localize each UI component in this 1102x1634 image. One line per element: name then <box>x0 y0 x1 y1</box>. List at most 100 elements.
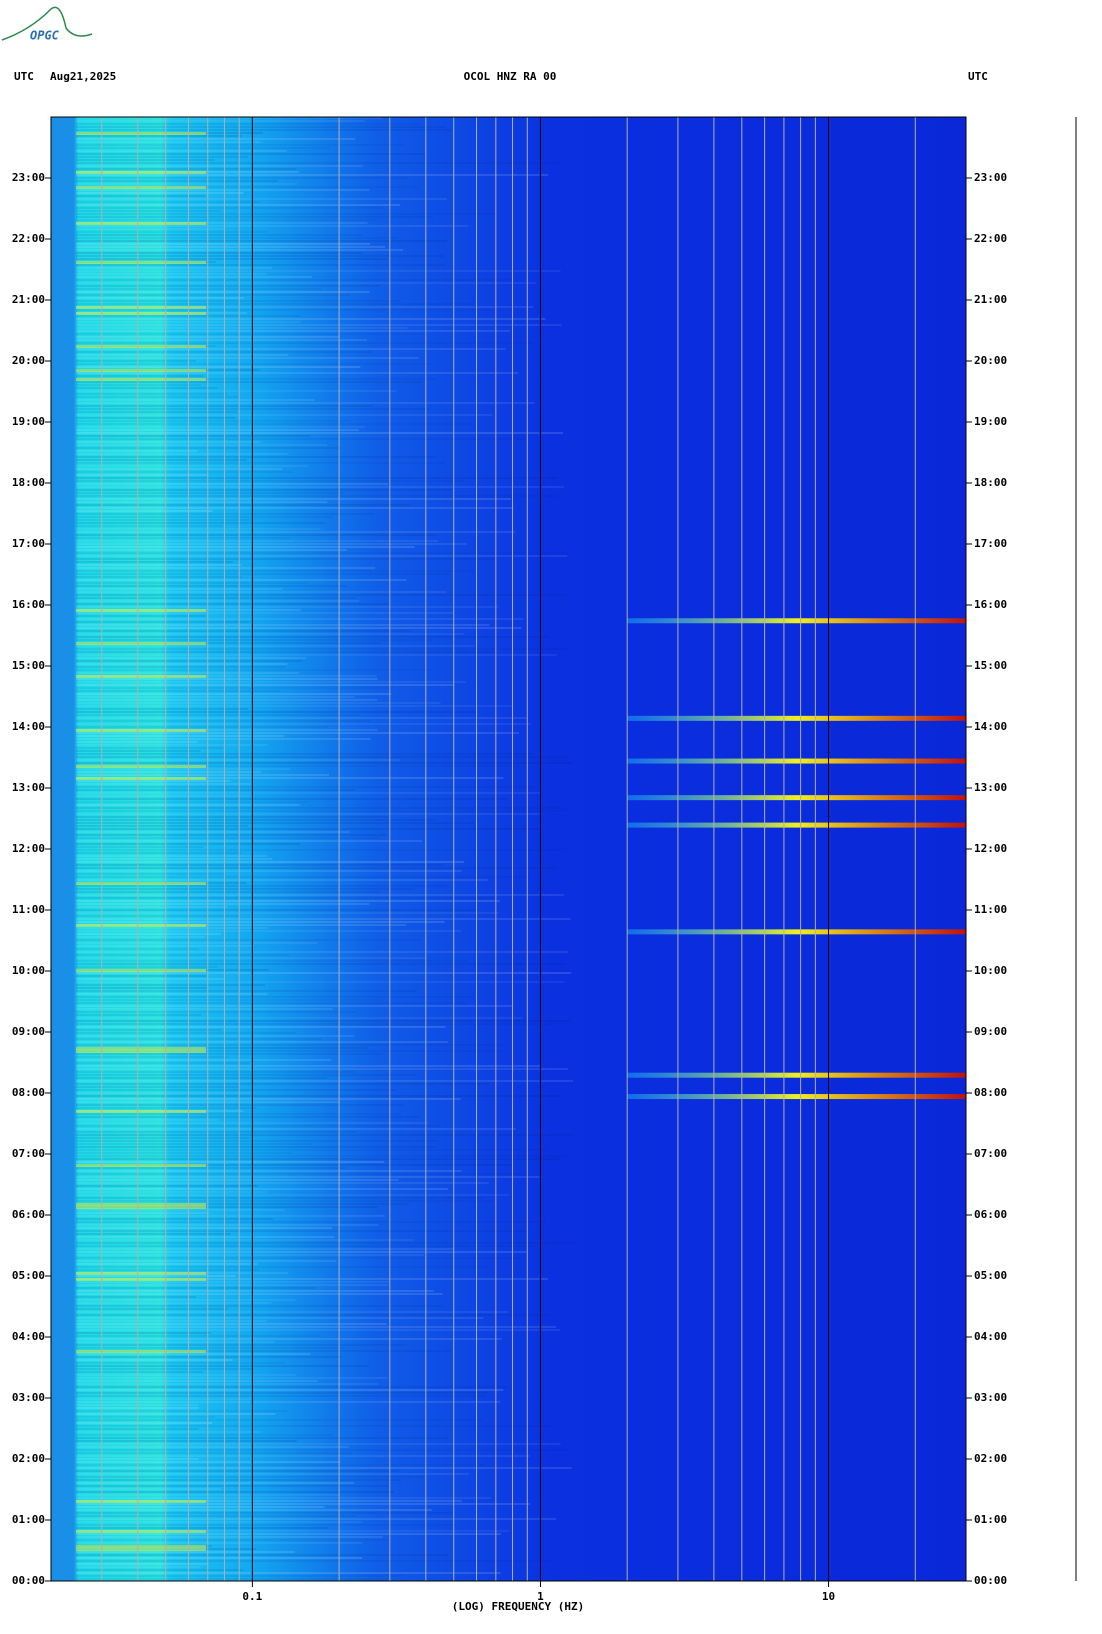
texture-streak <box>76 1269 260 1271</box>
texture-streak <box>76 360 197 362</box>
texture-streak <box>76 393 228 395</box>
texture-streak <box>76 384 202 386</box>
texture-streak <box>76 324 562 326</box>
texture-streak <box>76 471 293 473</box>
texture-streak <box>76 999 382 1001</box>
texture-streak <box>76 1065 541 1067</box>
texture-streak <box>76 717 528 719</box>
texture-streak <box>76 330 510 332</box>
texture-streak <box>76 1116 419 1118</box>
texture-streak <box>76 1467 572 1469</box>
texture-streak <box>76 1290 434 1292</box>
texture-streak <box>76 186 206 189</box>
texture-streak <box>76 153 426 155</box>
texture-streak <box>76 1164 512 1166</box>
texture-streak <box>76 1410 288 1412</box>
texture-streak <box>76 1365 369 1367</box>
texture-streak <box>76 1053 383 1055</box>
texture-streak <box>76 1356 343 1358</box>
texture-streak <box>76 306 206 309</box>
y-tick-label-right: 06:00 <box>974 1208 1007 1221</box>
texture-streak <box>76 741 198 743</box>
texture-streak <box>76 654 558 656</box>
texture-streak <box>76 165 363 167</box>
texture-streak <box>76 1170 462 1172</box>
texture-streak <box>76 156 248 158</box>
texture-streak <box>76 402 535 404</box>
y-tick-label-right: 13:00 <box>974 781 1007 794</box>
texture-streak <box>76 549 347 551</box>
texture-streak <box>76 1344 407 1346</box>
texture-streak <box>76 1083 490 1085</box>
texture-streak <box>76 900 500 902</box>
texture-streak <box>76 1185 258 1187</box>
texture-streak <box>76 1152 293 1154</box>
texture-streak <box>76 831 350 833</box>
texture-streak <box>76 966 218 968</box>
texture-streak <box>76 987 208 989</box>
y-tick-label-right: 17:00 <box>974 537 1007 550</box>
texture-streak <box>76 306 534 308</box>
texture-streak <box>76 762 573 764</box>
texture-streak <box>76 921 445 923</box>
y-tick-label: 00:00 <box>12 1574 45 1587</box>
texture-streak <box>76 1434 333 1436</box>
event-band <box>627 1072 966 1078</box>
texture-streak <box>76 1404 198 1406</box>
texture-streak <box>76 1068 569 1070</box>
texture-streak <box>76 1191 266 1193</box>
texture-streak <box>76 969 206 972</box>
texture-streak <box>76 426 365 428</box>
texture-streak <box>76 576 242 578</box>
texture-streak <box>76 1125 440 1127</box>
texture-streak <box>76 1482 354 1484</box>
texture-streak <box>76 1059 332 1061</box>
texture-streak <box>76 1206 206 1209</box>
texture-streak <box>76 222 206 225</box>
y-tick-label: 03:00 <box>12 1391 45 1404</box>
texture-streak <box>76 687 395 689</box>
texture-streak <box>76 978 225 980</box>
y-tick-label: 12:00 <box>12 842 45 855</box>
texture-streak <box>76 639 433 641</box>
y-tick-label: 09:00 <box>12 1025 45 1038</box>
texture-streak <box>76 897 498 899</box>
texture-streak <box>76 840 423 842</box>
texture-streak <box>76 1038 323 1040</box>
texture-streak <box>76 567 376 569</box>
y-tick-label: 13:00 <box>12 781 45 794</box>
texture-streak <box>76 1098 461 1100</box>
texture-streak <box>76 210 221 212</box>
texture-streak <box>76 1359 233 1361</box>
texture-streak <box>76 435 311 437</box>
texture-streak <box>76 1500 463 1502</box>
texture-streak <box>76 204 401 206</box>
texture-streak <box>76 459 247 461</box>
texture-streak <box>76 1416 216 1418</box>
texture-streak <box>76 726 329 728</box>
texture-streak <box>76 780 231 782</box>
texture-streak <box>76 777 504 779</box>
texture-streak <box>76 1443 561 1445</box>
texture-streak <box>76 1047 367 1049</box>
texture-streak <box>76 1023 551 1025</box>
y-tick-label-right: 16:00 <box>974 598 1007 611</box>
x-tick-label: 1 <box>537 1590 544 1603</box>
texture-streak <box>76 480 464 482</box>
texture-streak <box>76 555 568 557</box>
texture-streak <box>76 504 410 506</box>
spectrogram-background <box>51 117 966 1581</box>
texture-streak <box>76 816 391 818</box>
texture-streak <box>76 657 307 659</box>
texture-streak <box>76 582 308 584</box>
texture-streak <box>76 282 536 284</box>
texture-streak <box>76 1212 210 1214</box>
texture-streak <box>76 666 286 668</box>
texture-streak <box>76 870 462 872</box>
texture-streak <box>76 354 289 356</box>
texture-streak <box>76 1107 257 1109</box>
texture-streak <box>76 1257 522 1259</box>
texture-streak <box>76 825 248 827</box>
y-tick-label: 04:00 <box>12 1330 45 1343</box>
